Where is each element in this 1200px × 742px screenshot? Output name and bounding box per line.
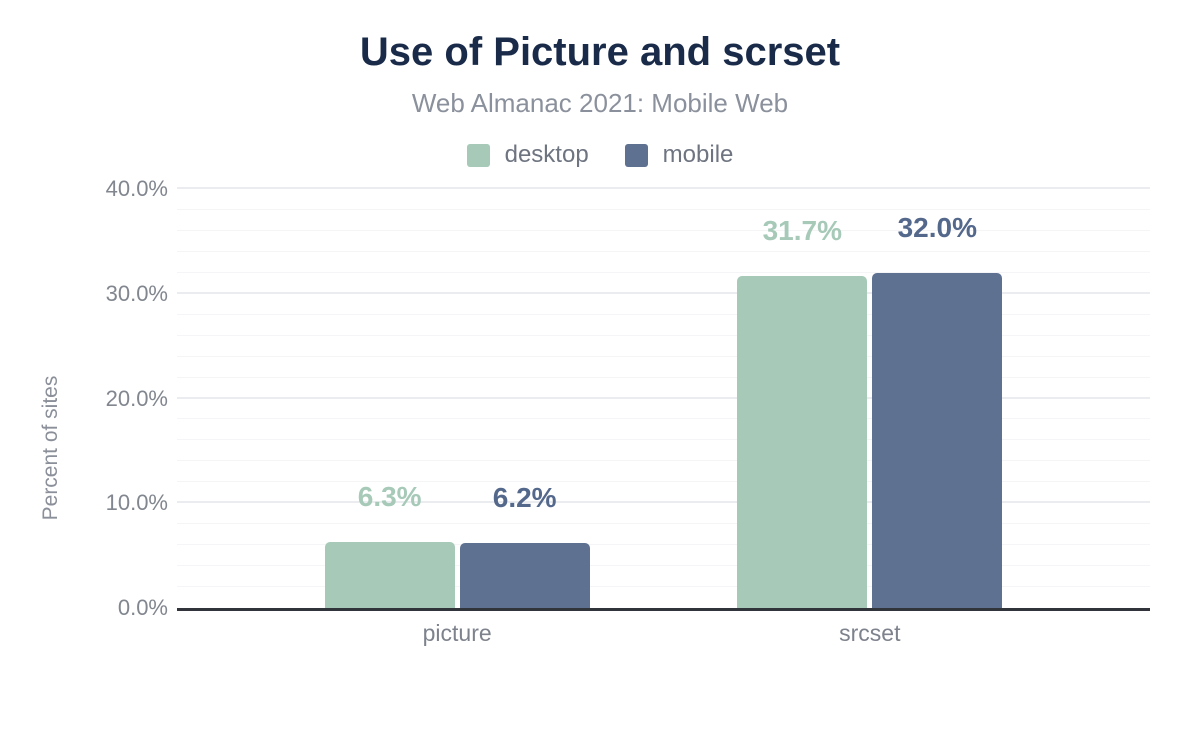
y-tick-label: 20.0% (105, 385, 168, 411)
major-gridline (177, 501, 1150, 504)
minor-gridline (177, 439, 1150, 441)
y-tick-label: 10.0% (105, 490, 168, 516)
minor-gridline (177, 334, 1150, 336)
y-axis-ticks: 0.0% 10.0% 20.0% 30.0% 40.0% (0, 176, 168, 620)
minor-gridline (177, 271, 1150, 273)
bar-desktop-srcset: 31.7% (737, 215, 868, 608)
chart-title: Use of Picture and scrset (359, 30, 841, 74)
bar-group-picture: 6.3% 6.2% picture (324, 189, 590, 646)
legend-label-mobile: mobile (662, 141, 734, 168)
y-tick-label: 40.0% (105, 176, 168, 201)
bar-value-label-mobile-picture: 6.2% (492, 482, 557, 514)
minor-gridline (177, 586, 1150, 588)
category-label-picture: picture (422, 620, 492, 646)
major-gridline (177, 396, 1150, 399)
bar-value-label-desktop-picture: 6.3% (357, 481, 422, 513)
minor-gridline (177, 565, 1150, 567)
legend-swatch-mobile (624, 143, 648, 167)
minor-gridline (177, 313, 1150, 315)
major-gridline (177, 187, 1150, 189)
legend: desktop mobile (0, 141, 1200, 169)
legend-item-desktop: desktop (466, 141, 589, 169)
bar-value-label-mobile-srcset: 32.0% (897, 211, 978, 243)
y-tick-label: 30.0% (105, 280, 168, 306)
minor-gridline (177, 418, 1150, 420)
legend-item-mobile: mobile (624, 141, 734, 169)
legend-label-desktop: desktop (504, 141, 589, 168)
minor-gridline (177, 481, 1150, 483)
x-axis-line (177, 608, 1150, 611)
legend-swatch-desktop (466, 143, 490, 167)
plot-area: 6.3% 6.2% picture 31.7% 32.0% srcset (177, 187, 1150, 646)
minor-gridline (177, 544, 1150, 546)
bar-desktop-picture: 6.3% (324, 481, 455, 608)
major-gridline (177, 291, 1150, 294)
minor-gridline (177, 376, 1150, 378)
minor-gridline (177, 229, 1150, 231)
bar-group-srcset: 31.7% 32.0% srcset (737, 189, 1003, 646)
category-label-srcset: srcset (839, 620, 901, 646)
bar-mobile-picture: 6.2% (459, 482, 590, 608)
minor-gridline (177, 355, 1150, 357)
minor-gridline (177, 208, 1150, 210)
bar-value-label-desktop-srcset: 31.7% (762, 214, 843, 246)
bar-mobile-srcset: 32.0% (872, 212, 1003, 608)
minor-gridline (177, 523, 1150, 525)
minor-gridline (177, 460, 1150, 462)
chart-subtitle: Web Almanac 2021: Mobile Web (411, 88, 789, 118)
minor-gridline (177, 250, 1150, 252)
y-tick-label: 0.0% (117, 595, 168, 620)
